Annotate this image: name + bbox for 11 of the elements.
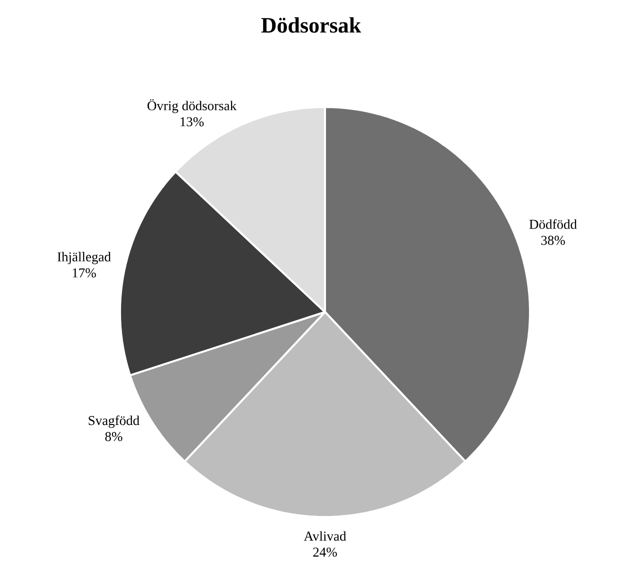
slice-label: Ihjällegad <box>58 252 111 264</box>
slice-label: Svagfödd <box>88 415 140 428</box>
slice-label: Avlivad <box>304 531 346 541</box>
data-label: 24% <box>313 548 337 557</box>
slice-label: Övrig dödsorsak <box>148 99 237 114</box>
data-label: 38% <box>541 236 565 245</box>
data-label: 17% <box>72 268 96 278</box>
data-label: 8% <box>105 432 122 442</box>
chart-title: Dödsorsak <box>261 17 362 33</box>
data-label: 13% <box>180 117 204 126</box>
slice-label: Dödfödd <box>529 219 577 229</box>
